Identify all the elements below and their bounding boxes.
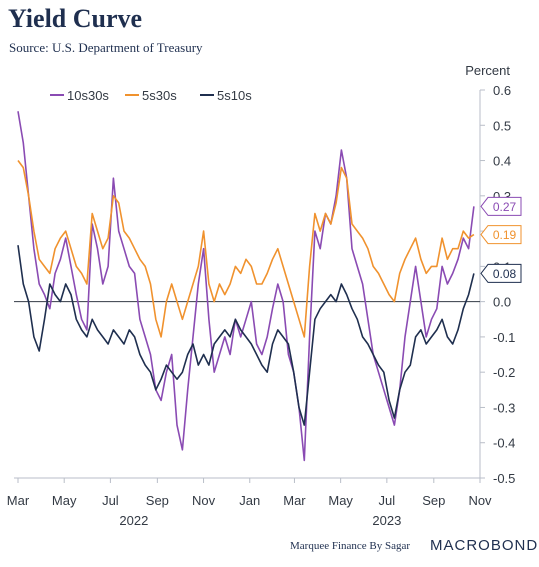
macrobond-logo: MACROBOND (430, 537, 539, 554)
x-tick-label: Jul (102, 493, 119, 508)
end-value-label-10s30s: 0.27 (493, 200, 517, 214)
x-tick-label: Sep (146, 493, 169, 508)
y-tick-label: -0.1 (493, 330, 515, 345)
x-tick-label: Jan (239, 493, 260, 508)
legend-label-10s30s: 10s30s (67, 88, 109, 103)
series-line-5s10s (17, 245, 475, 426)
x-tick-label: Mar (7, 493, 30, 508)
end-value-label-5s30s: 0.19 (493, 228, 517, 242)
series-layer (17, 111, 475, 462)
series-line-5s30s (17, 160, 475, 338)
y-tick-label: 0.4 (493, 154, 511, 169)
legend-label-5s10s: 5s10s (217, 88, 252, 103)
end-value-box-10s30s (480, 196, 522, 216)
x-tick-label: Nov (192, 493, 216, 508)
x-tick-label: May (328, 493, 353, 508)
y-tick-label: -0.2 (493, 365, 515, 380)
y-tick-label: -0.5 (493, 471, 515, 486)
end-value-box-5s10s (480, 263, 522, 283)
chart-title: Yield Curve (8, 4, 143, 33)
y-tick-label: 0.6 (493, 83, 511, 98)
footer-credit: Marquee Finance By Sagar (290, 540, 411, 552)
x-tick-label: Nov (468, 493, 492, 508)
axis-frame (14, 90, 481, 479)
y-tick-label: -0.3 (493, 400, 515, 415)
chart-subtitle: Source: U.S. Department of Treasury (9, 40, 203, 55)
y-tick-label: 0.5 (493, 118, 511, 133)
end-labels: 0.27 0.19 0.08 (480, 196, 522, 283)
legend-label-5s30s: 5s30s (142, 88, 177, 103)
x-tick-label: May (52, 493, 77, 508)
x-tick-label: Jul (379, 493, 396, 508)
x-year-label: 2022 (119, 513, 148, 528)
x-tick-label: Mar (283, 493, 306, 508)
y-axis-label: Percent (465, 63, 510, 78)
series-line-10s30s (17, 111, 475, 462)
y-tick-label: 0.0 (493, 295, 511, 310)
legend: 10s30s 5s30s 5s10s (50, 88, 252, 103)
x-year-label: 2023 (372, 513, 401, 528)
end-value-label-5s10s: 0.08 (493, 267, 517, 281)
y-tick-label: -0.4 (493, 436, 515, 451)
x-axis: Mar May Jul Sep Nov Jan Mar May Jul Sep Nov 2022 202… (7, 478, 492, 528)
end-value-box-5s30s (480, 225, 522, 245)
x-tick-label: Sep (422, 493, 445, 508)
